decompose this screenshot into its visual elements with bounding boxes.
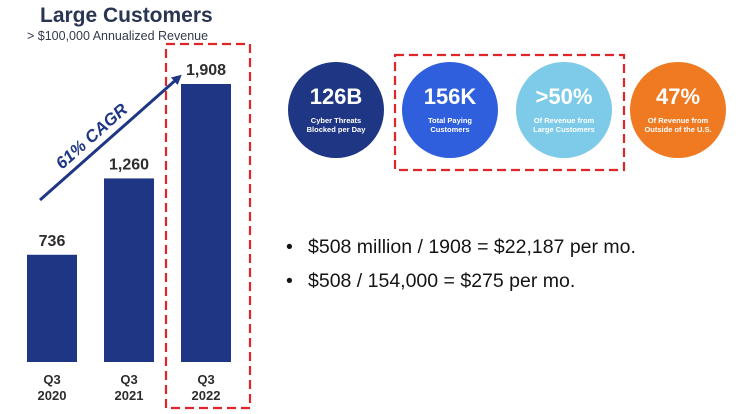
- bar-2020: [27, 254, 77, 362]
- stat-desc-line: Total Paying: [427, 115, 473, 125]
- stat-large-customers: >50% Of Revenue from Large Customers: [516, 62, 612, 158]
- stat-value: 47%: [655, 83, 701, 109]
- stat-desc: Of Revenue from Large Customers: [533, 116, 595, 135]
- x-tick-label: Q3: [120, 372, 137, 387]
- stat-value: >50%: [535, 83, 593, 109]
- stat-desc-line: Large Customers: [533, 125, 595, 134]
- bar-value-label: 736: [39, 233, 66, 250]
- cagr-arrow: [39, 74, 182, 202]
- stat-desc-line: Of Revenue from: [647, 115, 709, 125]
- x-tick-label: 2021: [115, 388, 144, 403]
- bullet-icon: •: [286, 236, 293, 258]
- bar-value-label: 1,908: [186, 62, 226, 79]
- highlight-box-2022: [164, 42, 252, 410]
- bullet-icon: •: [286, 270, 293, 292]
- bullet-item: • $508 million / 1908 = $22,187 per mo.: [286, 236, 636, 270]
- bullet-item: • $508 / 154,000 = $275 per mo.: [286, 270, 636, 304]
- bar-2021: [104, 178, 154, 362]
- stat-value: 156K: [423, 83, 477, 109]
- stat-customers: 156K Total Paying Customers: [402, 62, 498, 158]
- stat-international: 47% Of Revenue from Outside of the U.S.: [630, 62, 726, 158]
- stat-desc-line: Outside of the U.S.: [644, 125, 712, 134]
- bullet-text: $508 million / 1908 = $22,187 per mo.: [308, 236, 636, 258]
- stat-threats: 126B Cyber Threats Blocked per Day: [288, 62, 384, 158]
- stat-desc: Total Paying Customers: [428, 116, 472, 135]
- stat-desc-line: Blocked per Day: [306, 125, 366, 134]
- bullet-list: • $508 million / 1908 = $22,187 per mo. …: [286, 236, 636, 304]
- x-tick-label: Q3: [43, 372, 60, 387]
- x-tick-label: Q3: [197, 372, 214, 387]
- x-tick-label: 2022: [192, 388, 221, 403]
- chart-title: Large Customers: [40, 4, 213, 27]
- stat-desc: Of Revenue from Outside of the U.S.: [644, 116, 711, 135]
- bar-2022: [181, 84, 231, 362]
- x-tick-label: 2020: [38, 388, 67, 403]
- stat-value: 126B: [309, 83, 363, 109]
- stat-desc-line: Customers: [430, 125, 470, 134]
- stat-desc-line: Of Revenue from: [533, 115, 595, 125]
- chart-subtitle: > $100,000 Annualized Revenue: [27, 29, 209, 43]
- stat-desc-line: Cyber Threats: [310, 115, 362, 125]
- stat-desc: Cyber Threats Blocked per Day: [307, 116, 366, 135]
- bar-value-label: 1,260: [109, 156, 149, 173]
- bullet-text: $508 / 154,000 = $275 per mo.: [308, 270, 576, 292]
